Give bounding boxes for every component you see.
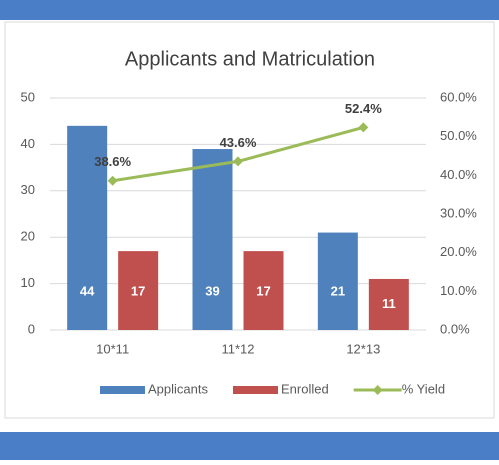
bar-value-label: 17	[131, 283, 145, 298]
line-marker	[358, 122, 369, 133]
y-tick-label: 0	[28, 321, 35, 336]
y-tick-label: 10	[21, 275, 35, 290]
bar	[118, 251, 159, 330]
bar-value-label: 17	[256, 283, 270, 298]
line-marker	[233, 156, 243, 167]
bar-value-label: 21	[331, 283, 345, 298]
bar	[317, 232, 358, 330]
y2-tick-label: 0.0%	[440, 321, 470, 336]
y-tick-label: 30	[21, 182, 35, 197]
bar-value-label: 44	[80, 283, 95, 298]
y2-tick-label: 60.0%	[440, 89, 477, 104]
legend-swatch	[100, 386, 145, 394]
bar	[67, 125, 108, 330]
x-tick-label: 12*13	[346, 341, 380, 356]
line-value-label: 38.6%	[94, 154, 131, 169]
line-marker	[107, 175, 118, 186]
chart-title: Applicants and Matriculation	[125, 48, 375, 70]
x-tick-label: 10*11	[96, 341, 129, 356]
bar-value-label: 11	[382, 296, 396, 311]
y-tick-label: 20	[21, 229, 35, 244]
top-bar	[0, 0, 499, 20]
bar	[243, 251, 284, 330]
y2-tick-label: 50.0%	[440, 128, 477, 143]
legend-label: Applicants	[148, 381, 208, 396]
y2-tick-label: 40.0%	[440, 167, 477, 182]
y-tick-label: 40	[21, 136, 35, 151]
legend-swatch	[232, 386, 278, 394]
bar	[192, 149, 233, 330]
y2-tick-label: 10.0%	[440, 283, 477, 298]
line-value-label: 52.4%	[345, 101, 382, 116]
legend-marker	[372, 385, 383, 395]
x-tick-label: 11*12	[221, 341, 254, 356]
y-tick-label: 50	[21, 89, 35, 104]
bar	[368, 278, 409, 330]
line-value-label: 43.6%	[220, 135, 257, 150]
legend-label: Enrolled	[281, 381, 329, 396]
y2-tick-label: 20.0%	[440, 244, 477, 259]
bottom-bar	[0, 432, 499, 460]
bar-value-label: 39	[205, 283, 219, 298]
legend-label: % Yield	[402, 381, 445, 396]
y2-tick-label: 30.0%	[440, 205, 477, 220]
